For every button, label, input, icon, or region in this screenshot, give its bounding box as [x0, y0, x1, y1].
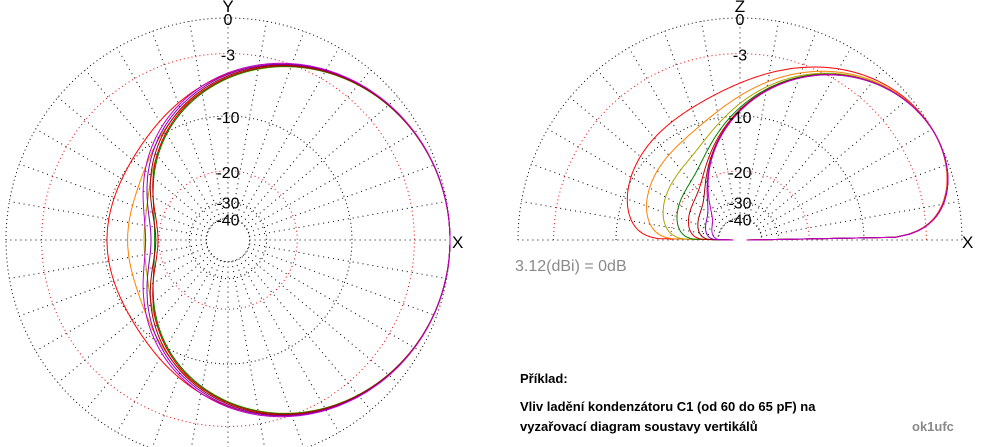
plots: 0-3-10-20-30-400-3-10-20-30-40 — [5, 12, 963, 447]
spoke — [547, 128, 722, 230]
spoke — [569, 96, 724, 227]
spoke — [596, 69, 727, 224]
spoke — [231, 21, 268, 219]
spoke — [750, 47, 852, 222]
spoke — [244, 96, 399, 227]
spoke — [244, 253, 399, 384]
spoke — [521, 200, 719, 237]
spoke — [238, 258, 340, 433]
ring — [717, 217, 763, 241]
spoke — [241, 256, 372, 411]
axis-label: Z — [735, 0, 745, 16]
spoke — [241, 69, 372, 224]
spoke — [188, 21, 225, 219]
ring-label: -30 — [728, 195, 751, 212]
spoke — [743, 21, 780, 219]
ring-label: -3 — [733, 48, 747, 65]
spoke — [234, 31, 305, 220]
spoke — [248, 163, 437, 234]
ring-label: -40 — [728, 212, 751, 229]
ring-label: -40 — [216, 212, 239, 229]
spoke — [190, 261, 225, 447]
polar-grid: 0 -3 -10 -20 -30-40 — [517, 12, 963, 241]
ring-label: 0 — [224, 12, 233, 29]
ring-label: -10 — [216, 110, 239, 127]
spoke — [57, 253, 212, 384]
ring — [5, 17, 451, 447]
spoke — [753, 69, 884, 224]
spoke — [116, 47, 218, 222]
caption-line: vyzařovací diagram soustavy vertikálů — [520, 419, 758, 434]
ring-label: -30 — [216, 195, 239, 212]
axis-label: X — [452, 233, 463, 252]
spoke — [84, 69, 215, 224]
ring — [158, 170, 298, 310]
spoke — [151, 31, 222, 220]
pattern-curve — [149, 64, 451, 416]
spoke — [756, 96, 911, 227]
author: ok1ufc — [912, 419, 954, 434]
spoke — [35, 128, 210, 230]
spoke — [248, 246, 437, 317]
spoke — [758, 128, 933, 230]
spoke — [246, 250, 421, 352]
ring — [670, 170, 810, 241]
spoke — [761, 200, 959, 237]
spoke — [238, 47, 340, 222]
spoke — [231, 261, 266, 447]
spoke — [116, 258, 218, 433]
reference-label: 3.12(dBi) = 0dB — [515, 258, 627, 275]
spoke — [234, 260, 304, 447]
caption-line: Vliv ladění kondenzátoru C1 (od 60 do 65… — [520, 399, 816, 414]
caption-heading: Příklad: — [520, 371, 568, 386]
spoke — [249, 200, 447, 237]
ring-label: -3 — [221, 48, 235, 65]
ring — [553, 53, 927, 241]
ring-label: -10 — [728, 110, 751, 127]
spoke — [152, 260, 222, 447]
axis-label: Y — [222, 0, 233, 16]
spoke — [760, 163, 949, 234]
ring-label: -20 — [216, 165, 239, 182]
pattern-curve — [142, 62, 451, 418]
polar-grid: 0 -3 -10 -20 -30-40 — [5, 12, 451, 447]
pattern-curve — [707, 74, 949, 241]
spoke — [9, 200, 207, 237]
spoke — [746, 31, 817, 220]
ring — [517, 17, 963, 241]
ring — [700, 200, 780, 241]
spoke — [57, 96, 212, 227]
spoke — [35, 250, 210, 352]
axis-label: X — [962, 233, 973, 252]
spoke — [663, 31, 734, 220]
spoke — [700, 21, 737, 219]
ring-label: 0 — [736, 12, 745, 29]
spoke — [628, 47, 730, 222]
spoke — [531, 163, 720, 234]
spoke — [9, 243, 207, 280]
spoke — [249, 243, 447, 280]
spoke — [84, 256, 215, 411]
ring-label: -20 — [728, 165, 751, 182]
spoke — [246, 128, 421, 230]
pattern-curve — [146, 63, 451, 417]
